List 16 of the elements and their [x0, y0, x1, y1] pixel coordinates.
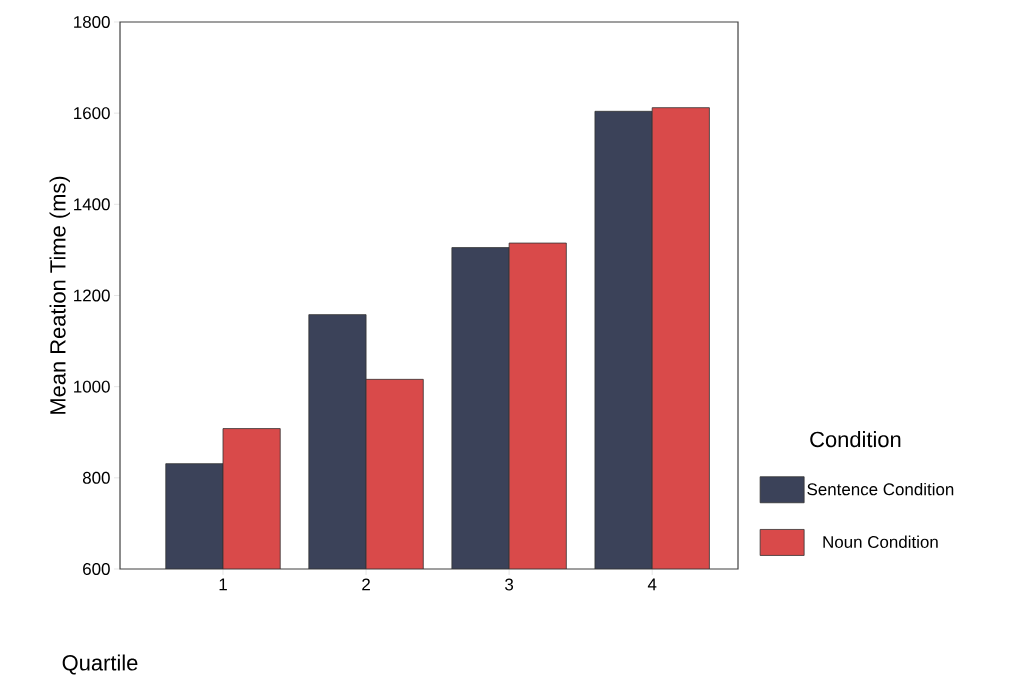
x-tick-label: 2 [362, 578, 370, 591]
y-tick-label: 1000 [74, 380, 110, 393]
x-tick-label: 4 [647, 578, 657, 591]
y-tick-label: 600 [83, 562, 110, 575]
legend-label: Noun Condition [823, 535, 938, 549]
x-tick-label: 1 [219, 578, 227, 591]
y-tick-label: 1200 [74, 289, 110, 302]
y-tick-label: 1400 [74, 198, 110, 211]
y-axis-title: Mean Reation Time (ms) [49, 176, 70, 414]
y-tick-label: 1800 [74, 15, 110, 28]
y-tick-label: 800 [82, 471, 110, 484]
legend-title: Condition [810, 431, 901, 448]
x-axis-title: Quartile [62, 654, 138, 675]
legend-label: Sentence Condition [807, 482, 954, 496]
y-tick-label: 1600 [74, 107, 110, 120]
x-tick-label: 3 [505, 578, 514, 591]
